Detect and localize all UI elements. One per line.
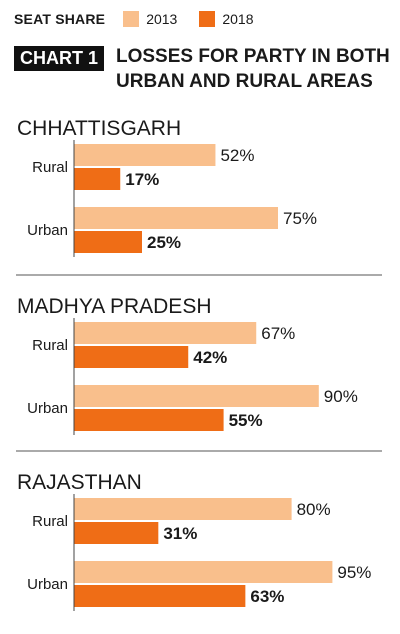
state-label-chhattisgarh: CHHATTISGARH — [17, 117, 181, 140]
category-label-madhya-pradesh-rural: Rural — [32, 337, 68, 354]
bar-2018-chhattisgarh-urban — [74, 231, 142, 253]
bar-2018-madhya-pradesh-rural — [74, 346, 189, 368]
category-label-madhya-pradesh-urban: Urban — [27, 400, 68, 417]
state-label-madhya-pradesh: MADHYA PRADESH — [17, 295, 212, 318]
value-label-2013-chhattisgarh-urban: 75% — [283, 209, 317, 228]
value-label-2018-rajasthan-urban: 63% — [250, 587, 284, 606]
value-label-2018-rajasthan-rural: 31% — [163, 524, 197, 543]
bar-2013-madhya-pradesh-urban — [74, 385, 319, 407]
legend-label-2013: 2013 — [146, 11, 178, 27]
category-label-chhattisgarh-urban: Urban — [27, 222, 68, 239]
value-label-2013-madhya-pradesh-urban: 90% — [324, 387, 358, 406]
chart-badge: CHART 1 — [14, 46, 105, 71]
legend-swatch-2013 — [123, 11, 140, 27]
bar-2018-chhattisgarh-rural — [74, 168, 121, 190]
value-label-2018-madhya-pradesh-urban: 55% — [229, 411, 263, 430]
state-label-rajasthan: RAJASTHAN — [17, 471, 142, 494]
value-label-2013-rajasthan-rural: 80% — [297, 500, 331, 519]
category-label-rajasthan-urban: Urban — [27, 576, 68, 593]
legend-title: SEAT SHARE — [14, 11, 106, 27]
value-label-2018-chhattisgarh-rural: 17% — [125, 170, 159, 189]
bar-2013-rajasthan-rural — [74, 498, 292, 520]
bar-2013-chhattisgarh-rural — [74, 144, 216, 166]
value-label-2013-rajasthan-urban: 95% — [337, 563, 371, 582]
bar-2013-madhya-pradesh-rural — [74, 322, 257, 344]
legend-item-2013: 2013 — [123, 11, 177, 27]
bar-2013-rajasthan-urban — [74, 561, 333, 583]
legend-label-2018: 2018 — [222, 11, 254, 27]
bar-2018-rajasthan-urban — [74, 585, 246, 607]
bar-2013-chhattisgarh-urban — [74, 207, 278, 229]
chart-title: LOSSES FOR PARTY IN BOTH URBAN AND RURAL… — [116, 44, 391, 94]
chart-title-line2: URBAN AND RURAL AREAS — [116, 71, 373, 92]
legend-item-2018: 2018 — [199, 11, 254, 27]
value-label-2018-chhattisgarh-urban: 25% — [147, 233, 181, 252]
value-label-2013-chhattisgarh-rural: 52% — [220, 146, 254, 165]
legend: SEAT SHARE 2013 2018 — [14, 6, 276, 32]
legend-swatch-2018 — [199, 11, 216, 27]
bar-2018-rajasthan-rural — [74, 522, 159, 544]
value-label-2018-madhya-pradesh-rural: 42% — [193, 348, 227, 367]
category-label-chhattisgarh-rural: Rural — [32, 159, 68, 176]
value-label-2013-madhya-pradesh-rural: 67% — [261, 324, 295, 343]
chart-title-line1: LOSSES FOR PARTY IN BOTH — [116, 46, 390, 67]
category-label-rajasthan-rural: Rural — [32, 513, 68, 530]
bar-2018-madhya-pradesh-urban — [74, 409, 224, 431]
